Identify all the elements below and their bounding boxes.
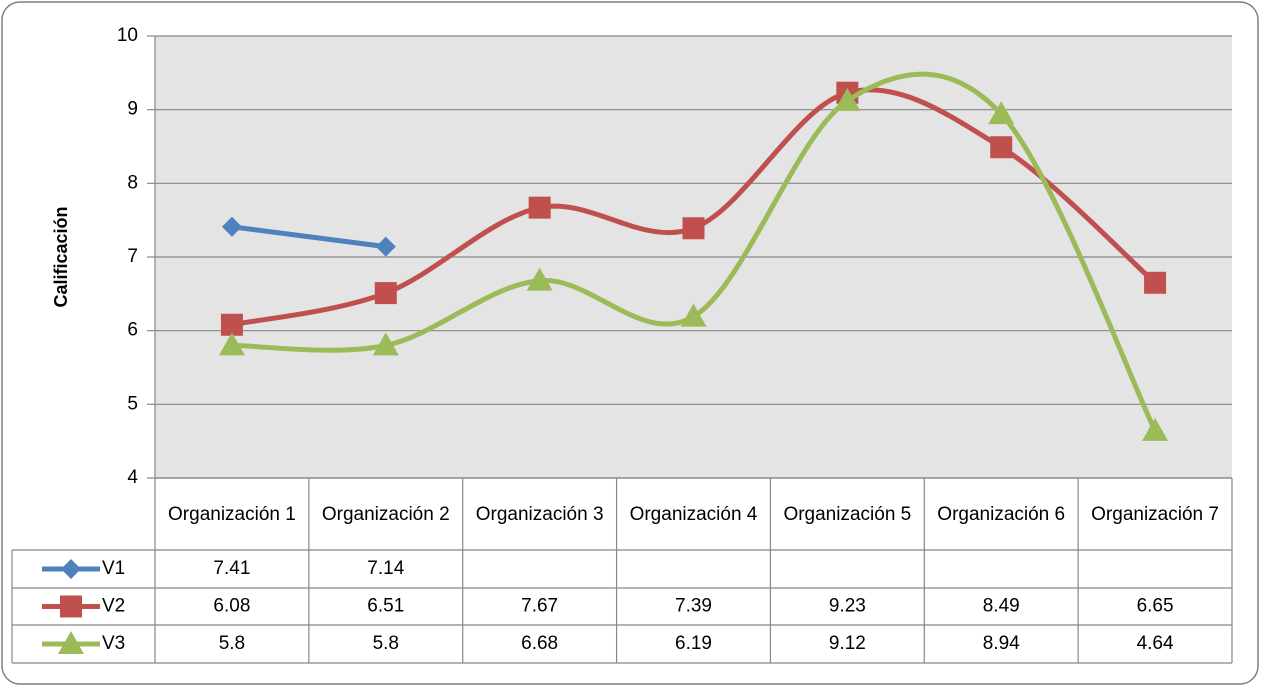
data-point [218, 332, 245, 356]
x-tick-label: Organización 5 [770, 480, 924, 550]
data-point [526, 267, 553, 291]
series-line [229, 224, 389, 250]
y-tick-label: 5 [127, 393, 138, 414]
data-point [220, 313, 243, 336]
legend-marker [58, 631, 84, 654]
category-text: Organización 1 [168, 504, 296, 525]
category-text: Organización 2 [321, 504, 450, 525]
x-tick-label: Organización 6 [924, 480, 1078, 550]
table-value: 9.12 [829, 633, 866, 654]
table-value: 6.19 [675, 633, 712, 654]
legend-label: V3 [102, 633, 125, 654]
table-value: 6.08 [213, 596, 250, 617]
table-value: 8.49 [983, 596, 1020, 617]
x-tick-label: Organización 2 [309, 480, 463, 550]
data-point [374, 282, 397, 305]
data-point [372, 332, 399, 356]
y-tick-label: 10 [117, 25, 138, 46]
table-value: 6.65 [1137, 596, 1174, 617]
data-point [990, 136, 1013, 159]
table-value: 5.8 [373, 633, 399, 654]
data-point [682, 217, 705, 240]
y-tick-label: 7 [127, 246, 138, 267]
data-point [988, 101, 1015, 125]
x-tick-label: Organización 1 [155, 480, 309, 550]
category-text: Organización 4 [629, 504, 758, 525]
table-value: 7.14 [367, 558, 404, 579]
x-tick-label: Organización 3 [463, 480, 617, 550]
legend-marker [60, 595, 82, 618]
table-value: 6.51 [367, 596, 404, 617]
table-value: 7.41 [213, 558, 250, 579]
table-value: 7.39 [675, 596, 712, 617]
legend-label: V1 [102, 558, 125, 579]
data-point [1142, 417, 1169, 441]
y-tick-label: 8 [127, 172, 138, 193]
y-tick-label: 4 [127, 467, 138, 488]
data-point [680, 303, 707, 327]
data-point [1144, 271, 1167, 294]
table-value: 7.67 [521, 596, 558, 617]
legend-marker [61, 559, 81, 579]
table-value: 8.94 [983, 633, 1020, 654]
data-point [528, 196, 551, 219]
x-tick-label: Organización 7 [1078, 480, 1232, 550]
table-value: 9.23 [829, 596, 866, 617]
category-text: Organización 6 [937, 504, 1066, 525]
y-tick-label: 9 [127, 99, 138, 120]
table-value: 6.68 [521, 633, 558, 654]
series-line [229, 71, 1158, 434]
legend-label: V2 [102, 596, 125, 617]
category-text: Organización 7 [1091, 504, 1219, 525]
y-axis-title: Calificación [51, 206, 71, 307]
table-value: 4.64 [1137, 633, 1174, 654]
category-text: Organización 3 [475, 504, 604, 525]
data-point [834, 87, 861, 111]
data-point [375, 236, 396, 257]
data-point [221, 216, 242, 237]
category-text: Organización 5 [783, 504, 912, 525]
table-value: 5.8 [219, 633, 245, 654]
x-tick-label: Organización 4 [617, 480, 771, 550]
y-tick-label: 6 [127, 320, 138, 341]
